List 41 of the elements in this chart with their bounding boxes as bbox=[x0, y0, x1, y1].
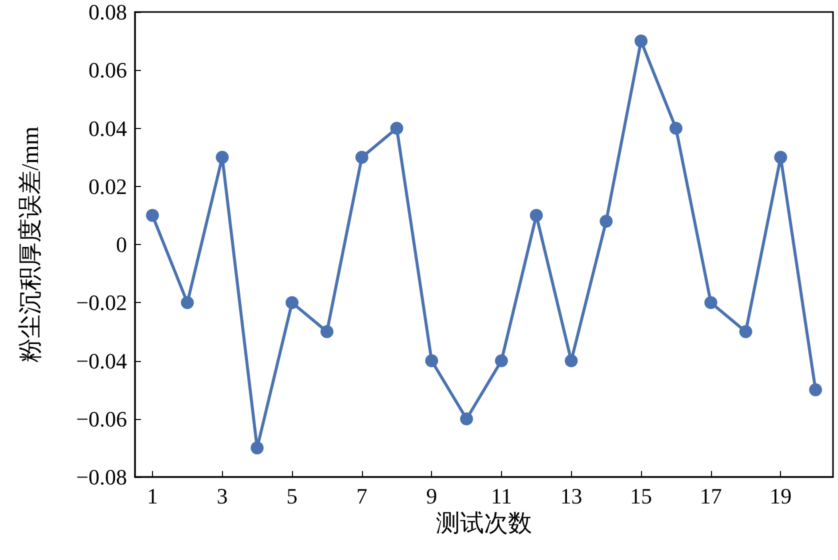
y-tick-label: −0.04 bbox=[76, 348, 127, 374]
x-tick-label: 11 bbox=[490, 484, 512, 508]
x-tick-label: 5 bbox=[286, 484, 298, 508]
y-axis-title: 粉尘沉积厚度误差/mm bbox=[17, 126, 44, 363]
point bbox=[809, 383, 822, 396]
y-tick-label: −0.08 bbox=[76, 464, 127, 490]
point bbox=[460, 412, 474, 426]
y-tick-label: −0.06 bbox=[76, 406, 127, 432]
point bbox=[180, 296, 194, 310]
y-tick-label: −0.02 bbox=[76, 290, 127, 316]
y-tick-label: 0.02 bbox=[88, 174, 127, 199]
point bbox=[739, 325, 752, 338]
x-tick-label: 1 bbox=[146, 484, 158, 508]
point bbox=[146, 208, 159, 222]
point bbox=[774, 150, 788, 164]
y-tick-label: 0.04 bbox=[88, 116, 127, 141]
y-tick-label: 0.08 bbox=[88, 0, 127, 24]
point bbox=[355, 150, 368, 164]
point bbox=[704, 296, 718, 310]
point bbox=[286, 296, 299, 310]
x-tick-label: 15 bbox=[630, 484, 652, 508]
x-tick-label: 17 bbox=[700, 484, 722, 508]
point bbox=[530, 208, 543, 222]
point bbox=[634, 34, 648, 48]
x-tick-label: 19 bbox=[770, 484, 792, 508]
x-tick-label: 13 bbox=[560, 484, 582, 508]
point bbox=[600, 214, 613, 228]
x-axis-title: 测试次数 bbox=[436, 510, 532, 537]
point bbox=[216, 150, 229, 164]
x-tick-label: 3 bbox=[216, 484, 228, 508]
x-tick-label: 9 bbox=[426, 484, 438, 508]
point bbox=[250, 441, 264, 454]
x-tick-label: 7 bbox=[356, 484, 368, 508]
point bbox=[494, 354, 508, 368]
point bbox=[320, 325, 334, 338]
point bbox=[425, 354, 438, 368]
y-tick-label: 0.06 bbox=[88, 58, 127, 83]
point bbox=[564, 354, 578, 368]
y-tick-label: 0 bbox=[116, 232, 127, 257]
point bbox=[390, 122, 404, 135]
point bbox=[669, 122, 682, 135]
